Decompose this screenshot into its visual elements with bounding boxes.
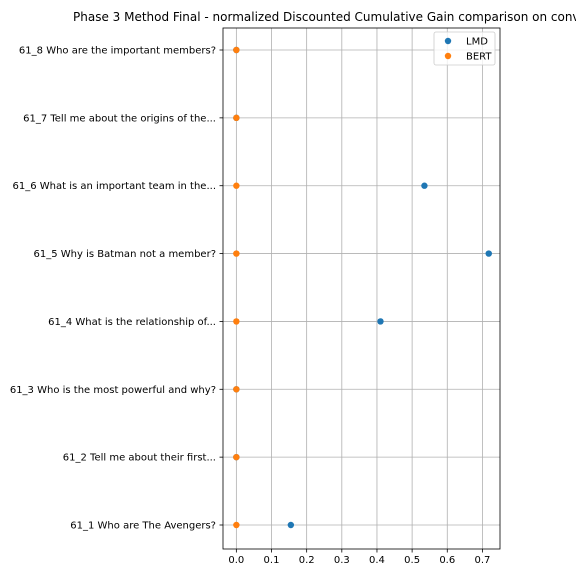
y-tick-label: 61_6 What is an important team in the...	[13, 181, 216, 192]
point-bert	[233, 386, 240, 393]
axes: 0.0 0.1 0.2 0.3 0.4 0.5 0.6 0.7 61_1 Who are The…	[10, 27, 501, 566]
y-tick-label: 61_2 Tell me about their first...	[63, 453, 216, 464]
point-lmd	[485, 250, 492, 257]
point-bert	[233, 453, 240, 461]
y-tick-label: 61_4 What is the relationship of...	[48, 317, 216, 328]
x-tick-label: 0.3	[334, 555, 350, 566]
x-tick-label: 0.6	[439, 555, 455, 566]
point-bert	[233, 182, 240, 189]
x-tick-label: 0.4	[369, 555, 385, 566]
point-lmd	[421, 182, 428, 189]
point-lmd	[377, 318, 384, 325]
legend-label-lmd: LMD	[466, 37, 488, 48]
legend-marker-bert	[444, 52, 452, 60]
point-lmd	[287, 521, 295, 529]
point-bert	[233, 250, 240, 257]
y-tick-label: 61_5 Why is Batman not a member?	[34, 249, 216, 260]
grid	[223, 28, 500, 549]
data-points	[233, 46, 492, 529]
x-tick-label: 0.0	[228, 555, 244, 566]
point-bert	[233, 46, 240, 54]
x-tick-label: 0.1	[264, 555, 280, 566]
x-tick-label: 0.7	[474, 555, 490, 566]
x-tick-label: 0.2	[299, 555, 315, 566]
x-tick-label: 0.5	[404, 555, 420, 566]
y-tick-label: 61_8 Who are the important members?	[19, 46, 216, 57]
legend-label-bert: BERT	[466, 52, 492, 63]
legend-marker-lmd	[444, 37, 452, 45]
y-tick-label: 61_3 Who is the most powerful and why?	[10, 385, 216, 396]
y-tick-label: 61_1 Who are The Avengers?	[70, 521, 216, 532]
plot-frame	[222, 27, 501, 550]
y-tick-label: 61_7 Tell me about the origins of the...	[23, 113, 216, 124]
point-bert	[233, 318, 240, 325]
point-bert	[233, 114, 240, 122]
chart-title: Phase 3 Method Final - normalized Discou…	[73, 10, 576, 24]
legend: LMD BERT	[433, 31, 496, 66]
point-bert	[233, 521, 240, 529]
